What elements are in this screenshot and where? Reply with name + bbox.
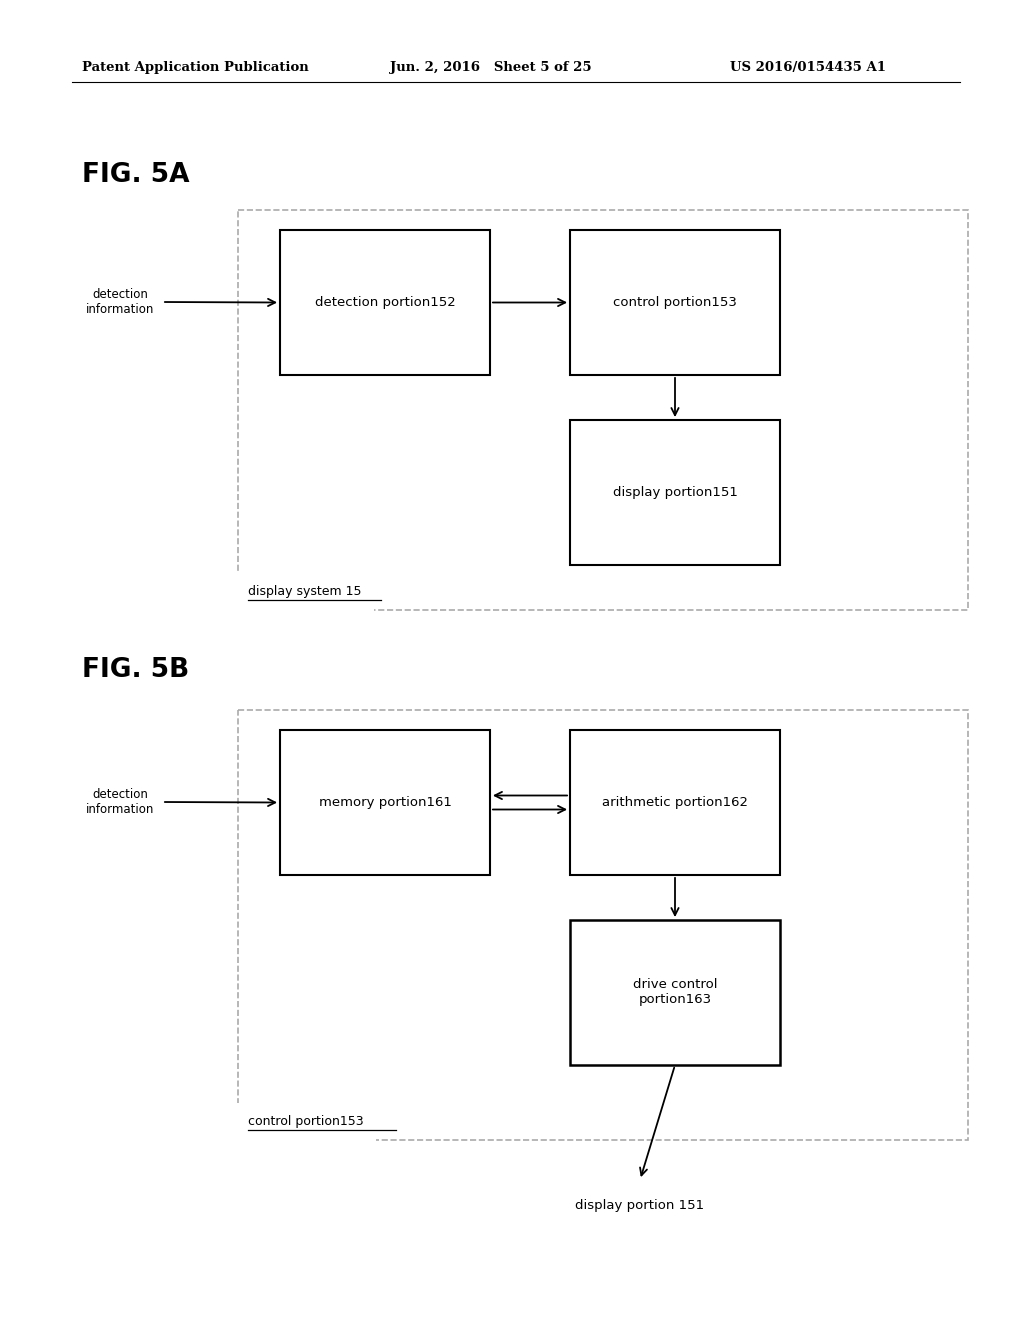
Bar — [570, 730, 780, 875]
Text: Jun. 2, 2016   Sheet 5 of 25: Jun. 2, 2016 Sheet 5 of 25 — [390, 62, 592, 74]
Bar — [570, 420, 780, 565]
Bar — [570, 230, 780, 375]
Text: memory portion161: memory portion161 — [318, 796, 452, 809]
Text: FIG. 5A: FIG. 5A — [82, 162, 189, 187]
Bar — [280, 230, 490, 375]
Text: Patent Application Publication: Patent Application Publication — [82, 62, 309, 74]
Text: drive control
portion163: drive control portion163 — [633, 978, 717, 1006]
Text: US 2016/0154435 A1: US 2016/0154435 A1 — [730, 62, 886, 74]
Text: display portion 151: display portion 151 — [575, 1199, 705, 1212]
Text: control portion153: control portion153 — [613, 296, 737, 309]
Text: control portion153: control portion153 — [248, 1115, 364, 1129]
Text: arithmetic portion162: arithmetic portion162 — [602, 796, 748, 809]
Text: display portion151: display portion151 — [612, 486, 737, 499]
Text: FIG. 5B: FIG. 5B — [82, 657, 189, 682]
Bar — [238, 210, 968, 610]
Bar — [570, 920, 780, 1065]
Bar — [238, 710, 968, 1140]
Text: display system 15: display system 15 — [248, 585, 361, 598]
Bar — [280, 730, 490, 875]
Text: detection
information: detection information — [86, 288, 155, 315]
Text: detection
information: detection information — [86, 788, 155, 816]
Text: detection portion152: detection portion152 — [314, 296, 456, 309]
